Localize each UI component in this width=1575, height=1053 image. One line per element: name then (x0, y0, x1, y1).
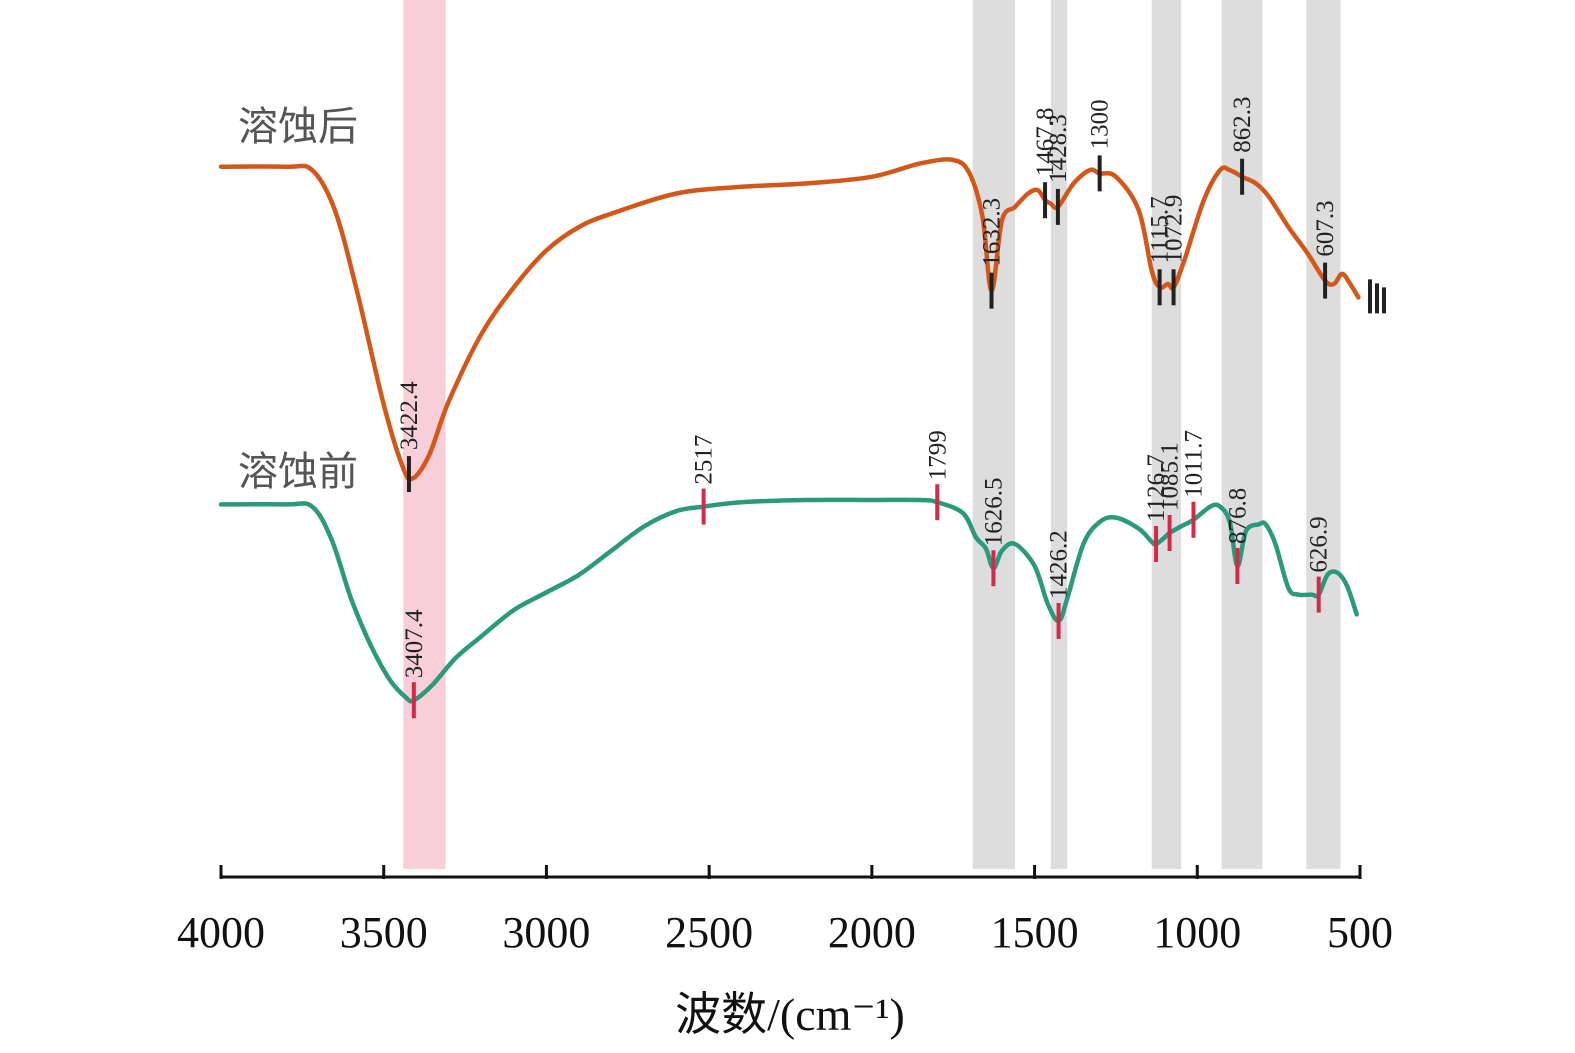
gray-band-1 (972, 0, 1016, 869)
peak-label-after-5: 1115.7 (1147, 196, 1174, 263)
peak-label-before-9: 626.9 (1306, 516, 1333, 572)
series-name-before: 溶蚀前 (238, 449, 358, 495)
peak-label-after-8: 607.3 (1312, 200, 1339, 256)
peak-label-before-6: 1085.1 (1157, 442, 1184, 511)
x-tick-label-4000: 4000 (177, 908, 265, 957)
gray-band-4 (1221, 0, 1263, 869)
gray-band-2 (1050, 0, 1068, 869)
peak-label-after-1: 1632.3 (979, 198, 1006, 267)
x-tick-label-3500: 3500 (340, 908, 428, 957)
peak-label-before-2: 1799 (924, 430, 951, 480)
x-tick-label-1500: 1500 (991, 908, 1079, 957)
peak-label-after-2: 1467.8 (1032, 107, 1059, 176)
x-axis-title: 波数/(cm⁻¹) (675, 989, 905, 1040)
series-line-before (218, 497, 1359, 704)
gray-band-5 (1306, 0, 1341, 869)
peak-label-before-5: 1126.7 (1143, 454, 1170, 522)
peak-label-before-1: 2517 (691, 435, 718, 485)
peak-label-before-0: 3407.4 (401, 609, 428, 678)
series-name-after: 溶蚀后 (238, 104, 358, 150)
gray-band-3 (1151, 0, 1182, 869)
x-tick-label-500: 500 (1327, 908, 1393, 957)
peak-label-before-7: 1011.7 (1180, 430, 1207, 498)
x-axis: 4000 3500 3000 2500 2000 1500 1000 500 (177, 865, 1393, 957)
peak-label-after-6: 1072.9 (1161, 195, 1188, 264)
peak-label-after-4: 1300 (1087, 99, 1114, 149)
x-tick-label-2500: 2500 (665, 908, 753, 957)
x-tick-label-3000: 3000 (502, 908, 590, 957)
peak-label-before-4: 1426.2 (1046, 530, 1073, 599)
peak-label-after-3: 1428.3 (1045, 114, 1072, 183)
x-tick-label-2000: 2000 (828, 908, 916, 957)
x-tick-label-1000: 1000 (1153, 908, 1241, 957)
peak-label-before-8: 876.8 (1224, 488, 1251, 544)
peak-label-before-3: 1626.5 (980, 477, 1007, 546)
highlight-bands (403, 0, 1341, 869)
peak-label-after-0: 3422.4 (396, 381, 423, 450)
peak-label-after-7: 862.3 (1229, 97, 1256, 153)
